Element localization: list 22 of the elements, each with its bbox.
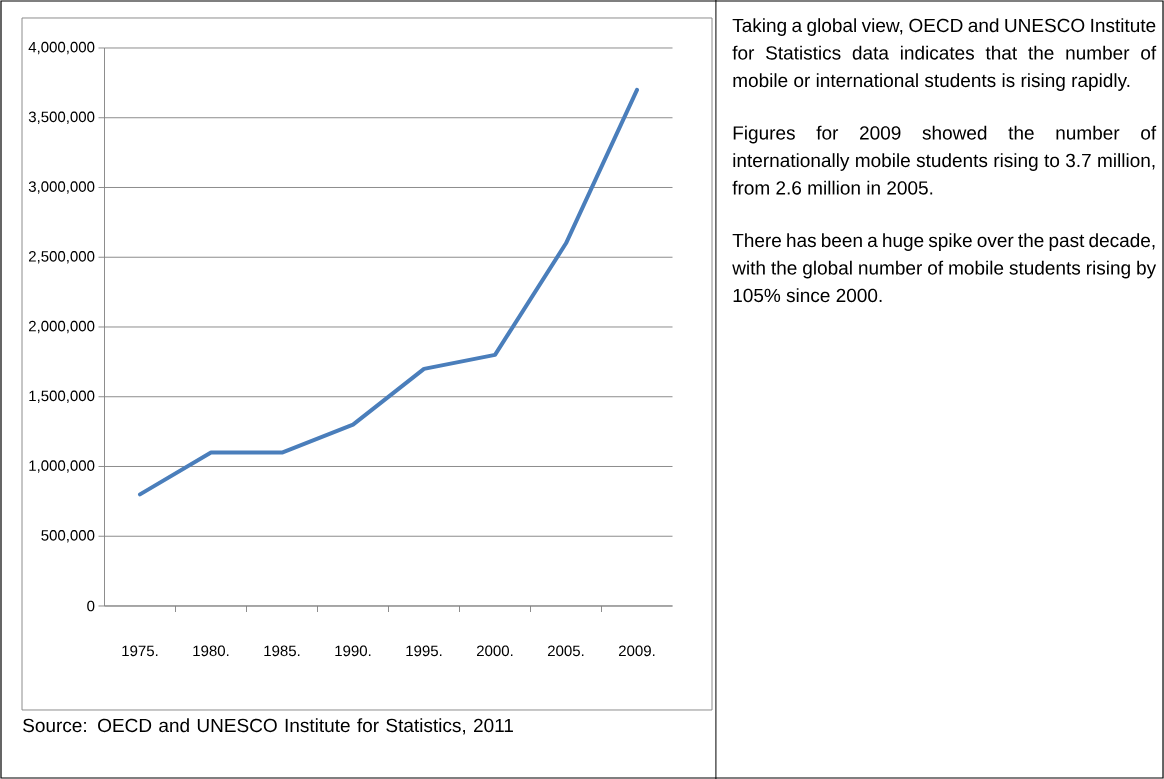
y-tick-label: 0	[87, 600, 95, 612]
y-tick-label: 2,500,000	[28, 251, 95, 264]
x-tick-label: 2009.	[618, 645, 655, 657]
x-tick-label: 2005.	[547, 645, 584, 657]
x-tick-label: 1975.	[122, 645, 158, 657]
text: Figures for 2009 showed the number of internationally mobile students rising to 3.7 million, from 2.6 million in 2005.	[732, 125, 1157, 195]
y-tick-label: 4,000,000	[28, 41, 95, 55]
x-tick-label: 2000.	[476, 645, 513, 657]
x-tick-label: 1990.	[335, 645, 371, 657]
y-tick-label: 1,500,000	[29, 390, 95, 403]
text: Taking a global view, OECD and UNESCO Institute for Statistics data indicates that the number of mobile or international students is rising rapidly.	[732, 18, 1157, 91]
y-tick-label: 3,500,000	[28, 111, 95, 124]
x-tick-label: 1980.	[193, 645, 229, 657]
source-note: Source: OECD and UNESCO Institute for Statistics, 2011	[23, 718, 513, 735]
y-tick-label: 500,000	[41, 530, 95, 543]
y-tick-label: 1,000,000	[29, 460, 95, 473]
x-tick-label: 1985.	[264, 645, 300, 657]
text: There has been a huge spike over the past decade, with the global number of mobile students rising by 105% since 2000.	[732, 233, 1157, 303]
y-tick-label: 2,000,000	[28, 320, 95, 334]
x-tick-label: 1995.	[406, 645, 442, 657]
line-series	[138, 87, 639, 497]
y-tick-label: 3,000,000	[28, 181, 95, 194]
